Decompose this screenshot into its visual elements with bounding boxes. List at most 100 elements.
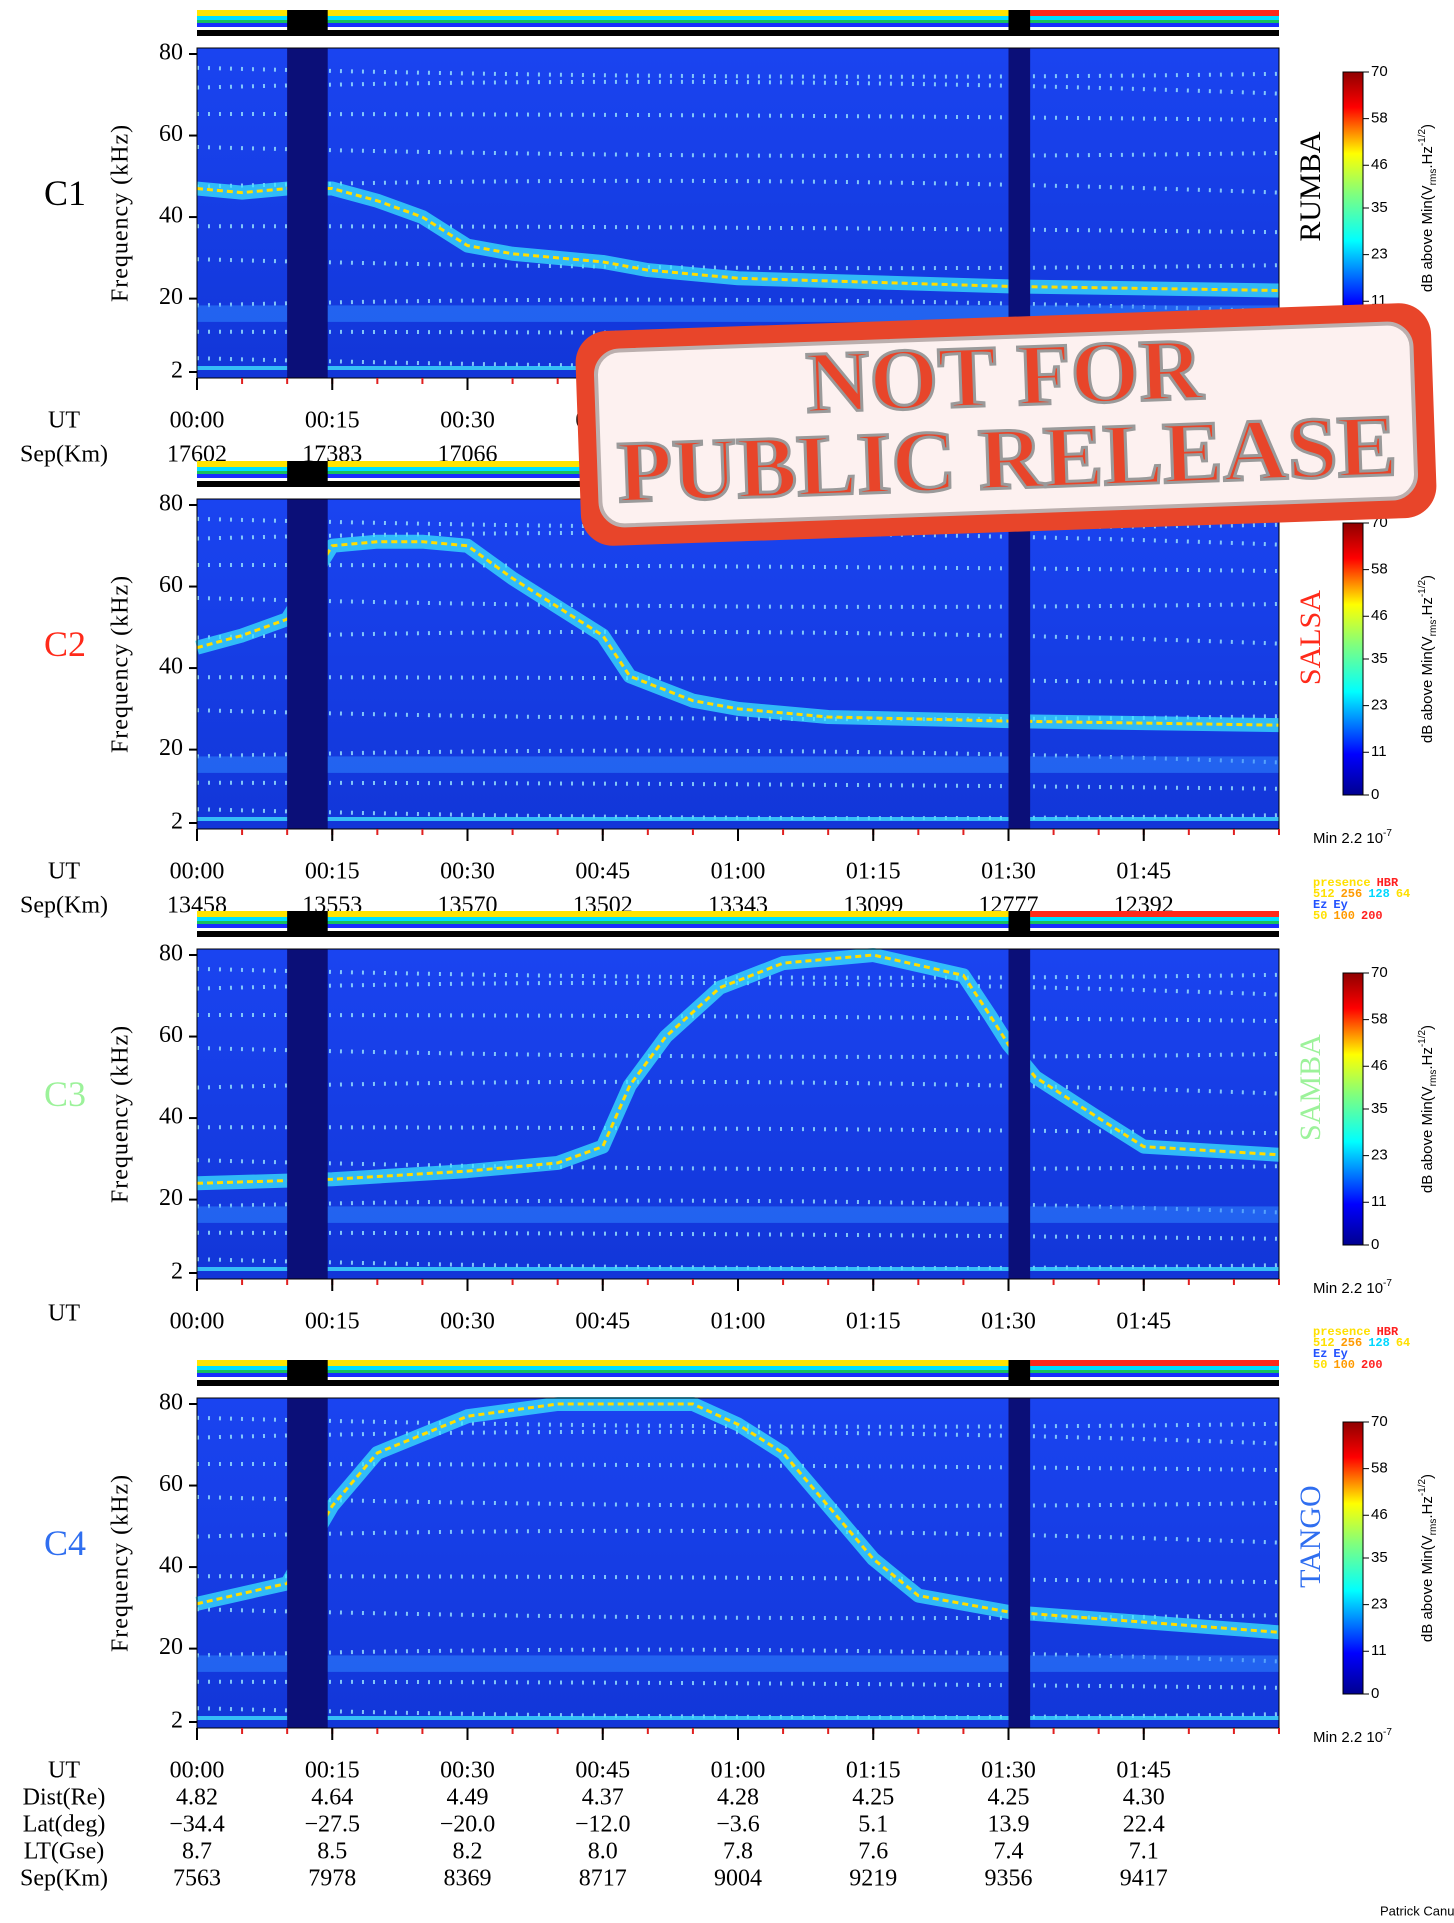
colorbar-tick-label: 58 (1371, 1011, 1388, 1028)
status-key-item: 128 (1368, 1336, 1390, 1350)
row-value: 7978 (308, 1866, 356, 1892)
row-value: 8717 (579, 1866, 627, 1892)
status-band (197, 10, 1279, 16)
y-tick-label: 40 (159, 654, 183, 680)
status-band (197, 911, 1279, 917)
status-key-item: 50 (1313, 1358, 1327, 1372)
status-key-item: 100 (1333, 1358, 1355, 1372)
colorbar-tick-label: 0 (1371, 1685, 1379, 1702)
status-key-row: 512 256 128 64 (1313, 887, 1410, 901)
colorbar-tick-label: 70 (1371, 63, 1388, 80)
row-value: 7.1 (1129, 1839, 1159, 1865)
row-value: 8.7 (182, 1839, 212, 1865)
colorbar-tick-label: 0 (1371, 1236, 1379, 1253)
data-gap (287, 949, 328, 1279)
status-key-item: Ez (1313, 1347, 1327, 1361)
status-key-item: Ez (1313, 898, 1327, 912)
status-key-item: HBR (1377, 876, 1399, 890)
row-value: −20.0 (440, 1812, 496, 1838)
x-tick-label: 00:45 (575, 1758, 630, 1784)
status-band (197, 921, 1279, 924)
row-value: 4.30 (1123, 1785, 1165, 1811)
y-axis-label: Frequency (kHz) (108, 575, 134, 753)
row-value: 8.5 (317, 1839, 347, 1865)
status-key-item: presence (1313, 876, 1371, 890)
colorbar-tick-label: 35 (1371, 1549, 1388, 1566)
low-band (197, 1206, 1279, 1223)
colorbar-tick-label: 58 (1371, 110, 1388, 127)
min-label-part: Min 2.2 10 (1313, 1729, 1383, 1746)
y-tick-label: 80 (159, 1390, 183, 1416)
min-label: Min 2.2 10-7 (1313, 1727, 1392, 1746)
status-key-item: Ey (1333, 898, 1347, 912)
instrument-label: SAMBA (1294, 1034, 1327, 1141)
colorbar-tick-label: 11 (1371, 1193, 1387, 1210)
instrument-label: TANGO (1294, 1485, 1327, 1588)
row-label: UT (48, 1758, 80, 1784)
status-key-item: HBR (1377, 1325, 1399, 1339)
colorbar (1342, 522, 1364, 796)
status-gap (287, 461, 328, 481)
row-value: 7.8 (723, 1839, 753, 1865)
y-tick-label: 20 (159, 1185, 183, 1211)
status-band (197, 1370, 1279, 1373)
x-tick-label: 00:00 (170, 1309, 225, 1335)
spectrogram (197, 1398, 1279, 1728)
x-tick-label: 01:00 (711, 1309, 766, 1335)
row-label: UT (48, 859, 80, 885)
x-tick-label: 00:30 (440, 859, 495, 885)
status-band (197, 928, 1279, 931)
row-value: 4.28 (717, 1785, 759, 1811)
stamp-inner (594, 321, 1418, 528)
row-label: Sep(Km) (20, 442, 108, 468)
colorbar-label-part: ) (1419, 1474, 1436, 1479)
colorbar (1342, 972, 1364, 1246)
row-value: 4.49 (447, 1785, 489, 1811)
colorbar-tick-label: 46 (1371, 1057, 1388, 1074)
row-value: 8.2 (453, 1839, 483, 1865)
colorbar-tick-label: 58 (1371, 561, 1388, 578)
data-gap (1008, 1398, 1031, 1728)
y-tick-label: 40 (159, 1104, 183, 1130)
status-band (197, 931, 1279, 937)
x-tick-label: 00:00 (170, 408, 225, 434)
row-label: Dist(Re) (23, 1785, 106, 1811)
x-tick-label: 01:30 (981, 859, 1036, 885)
y-axis-label: Frequency (kHz) (108, 1474, 134, 1652)
status-key-row: 50 100 200 (1313, 1358, 1383, 1372)
status-band (197, 917, 1279, 921)
y-tick-label: 80 (159, 491, 183, 517)
colorbar-tick-label: 70 (1371, 964, 1388, 981)
row-value: 22.4 (1123, 1812, 1165, 1838)
row-label: Lat(deg) (23, 1812, 106, 1838)
colorbar-tick-label: 0 (1371, 786, 1379, 803)
x-tick-label: 01:45 (1116, 1758, 1171, 1784)
row-label: Sep(Km) (20, 1866, 108, 1892)
row-value: 7.4 (994, 1839, 1024, 1865)
row-value: 4.82 (176, 1785, 218, 1811)
instrument-label: SALSA (1294, 590, 1327, 685)
colorbar-tick-label: 70 (1371, 1413, 1388, 1430)
x-tick-label: 01:45 (1116, 859, 1171, 885)
x-tick-label: 01:00 (711, 1758, 766, 1784)
status-gap (287, 10, 328, 30)
x-tick-label: 00:30 (440, 1758, 495, 1784)
colorbar-tick-label: 35 (1371, 650, 1388, 667)
min-label: Min 2.2 10-7 (1313, 828, 1392, 847)
row-value: 4.64 (311, 1785, 353, 1811)
x-tick-label: 00:15 (305, 1758, 360, 1784)
row-value: 9356 (985, 1866, 1033, 1892)
status-key-row: presence HBR (1313, 1325, 1399, 1339)
x-tick-label: 00:30 (440, 408, 495, 434)
colorbar-tick-label: 46 (1371, 1506, 1388, 1523)
x-tick-label: 00:45 (575, 859, 630, 885)
row-value: 8369 (444, 1866, 492, 1892)
x-tick-label: 00:45 (575, 1309, 630, 1335)
min-label-part: Min 2.2 10 (1313, 830, 1383, 847)
status-key-item: presence (1313, 1325, 1371, 1339)
status-band (1030, 1360, 1279, 1366)
status-key-item: 64 (1396, 887, 1410, 901)
colorbar-label-part: rms (1428, 1070, 1439, 1087)
